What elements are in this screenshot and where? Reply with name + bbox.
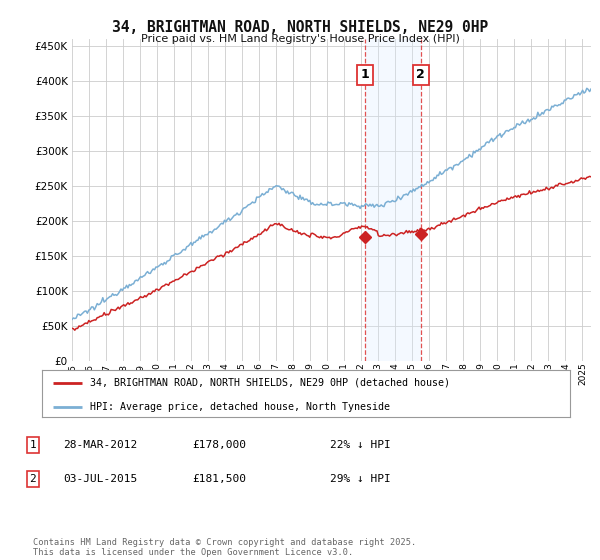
Text: HPI: Average price, detached house, North Tyneside: HPI: Average price, detached house, Nort… [89,402,389,412]
Text: 29% ↓ HPI: 29% ↓ HPI [330,474,391,484]
Text: Price paid vs. HM Land Registry's House Price Index (HPI): Price paid vs. HM Land Registry's House … [140,34,460,44]
Text: £181,500: £181,500 [192,474,246,484]
Text: 2: 2 [416,68,425,81]
Text: £178,000: £178,000 [192,440,246,450]
Text: 1: 1 [361,68,370,81]
Text: 03-JUL-2015: 03-JUL-2015 [63,474,137,484]
Text: 2: 2 [29,474,37,484]
Text: 34, BRIGHTMAN ROAD, NORTH SHIELDS, NE29 0HP: 34, BRIGHTMAN ROAD, NORTH SHIELDS, NE29 … [112,20,488,35]
Text: 34, BRIGHTMAN ROAD, NORTH SHIELDS, NE29 0HP (detached house): 34, BRIGHTMAN ROAD, NORTH SHIELDS, NE29 … [89,378,449,388]
Text: Contains HM Land Registry data © Crown copyright and database right 2025.
This d: Contains HM Land Registry data © Crown c… [33,538,416,557]
Text: 22% ↓ HPI: 22% ↓ HPI [330,440,391,450]
Text: 1: 1 [29,440,37,450]
Bar [365,39,421,361]
Text: 28-MAR-2012: 28-MAR-2012 [63,440,137,450]
